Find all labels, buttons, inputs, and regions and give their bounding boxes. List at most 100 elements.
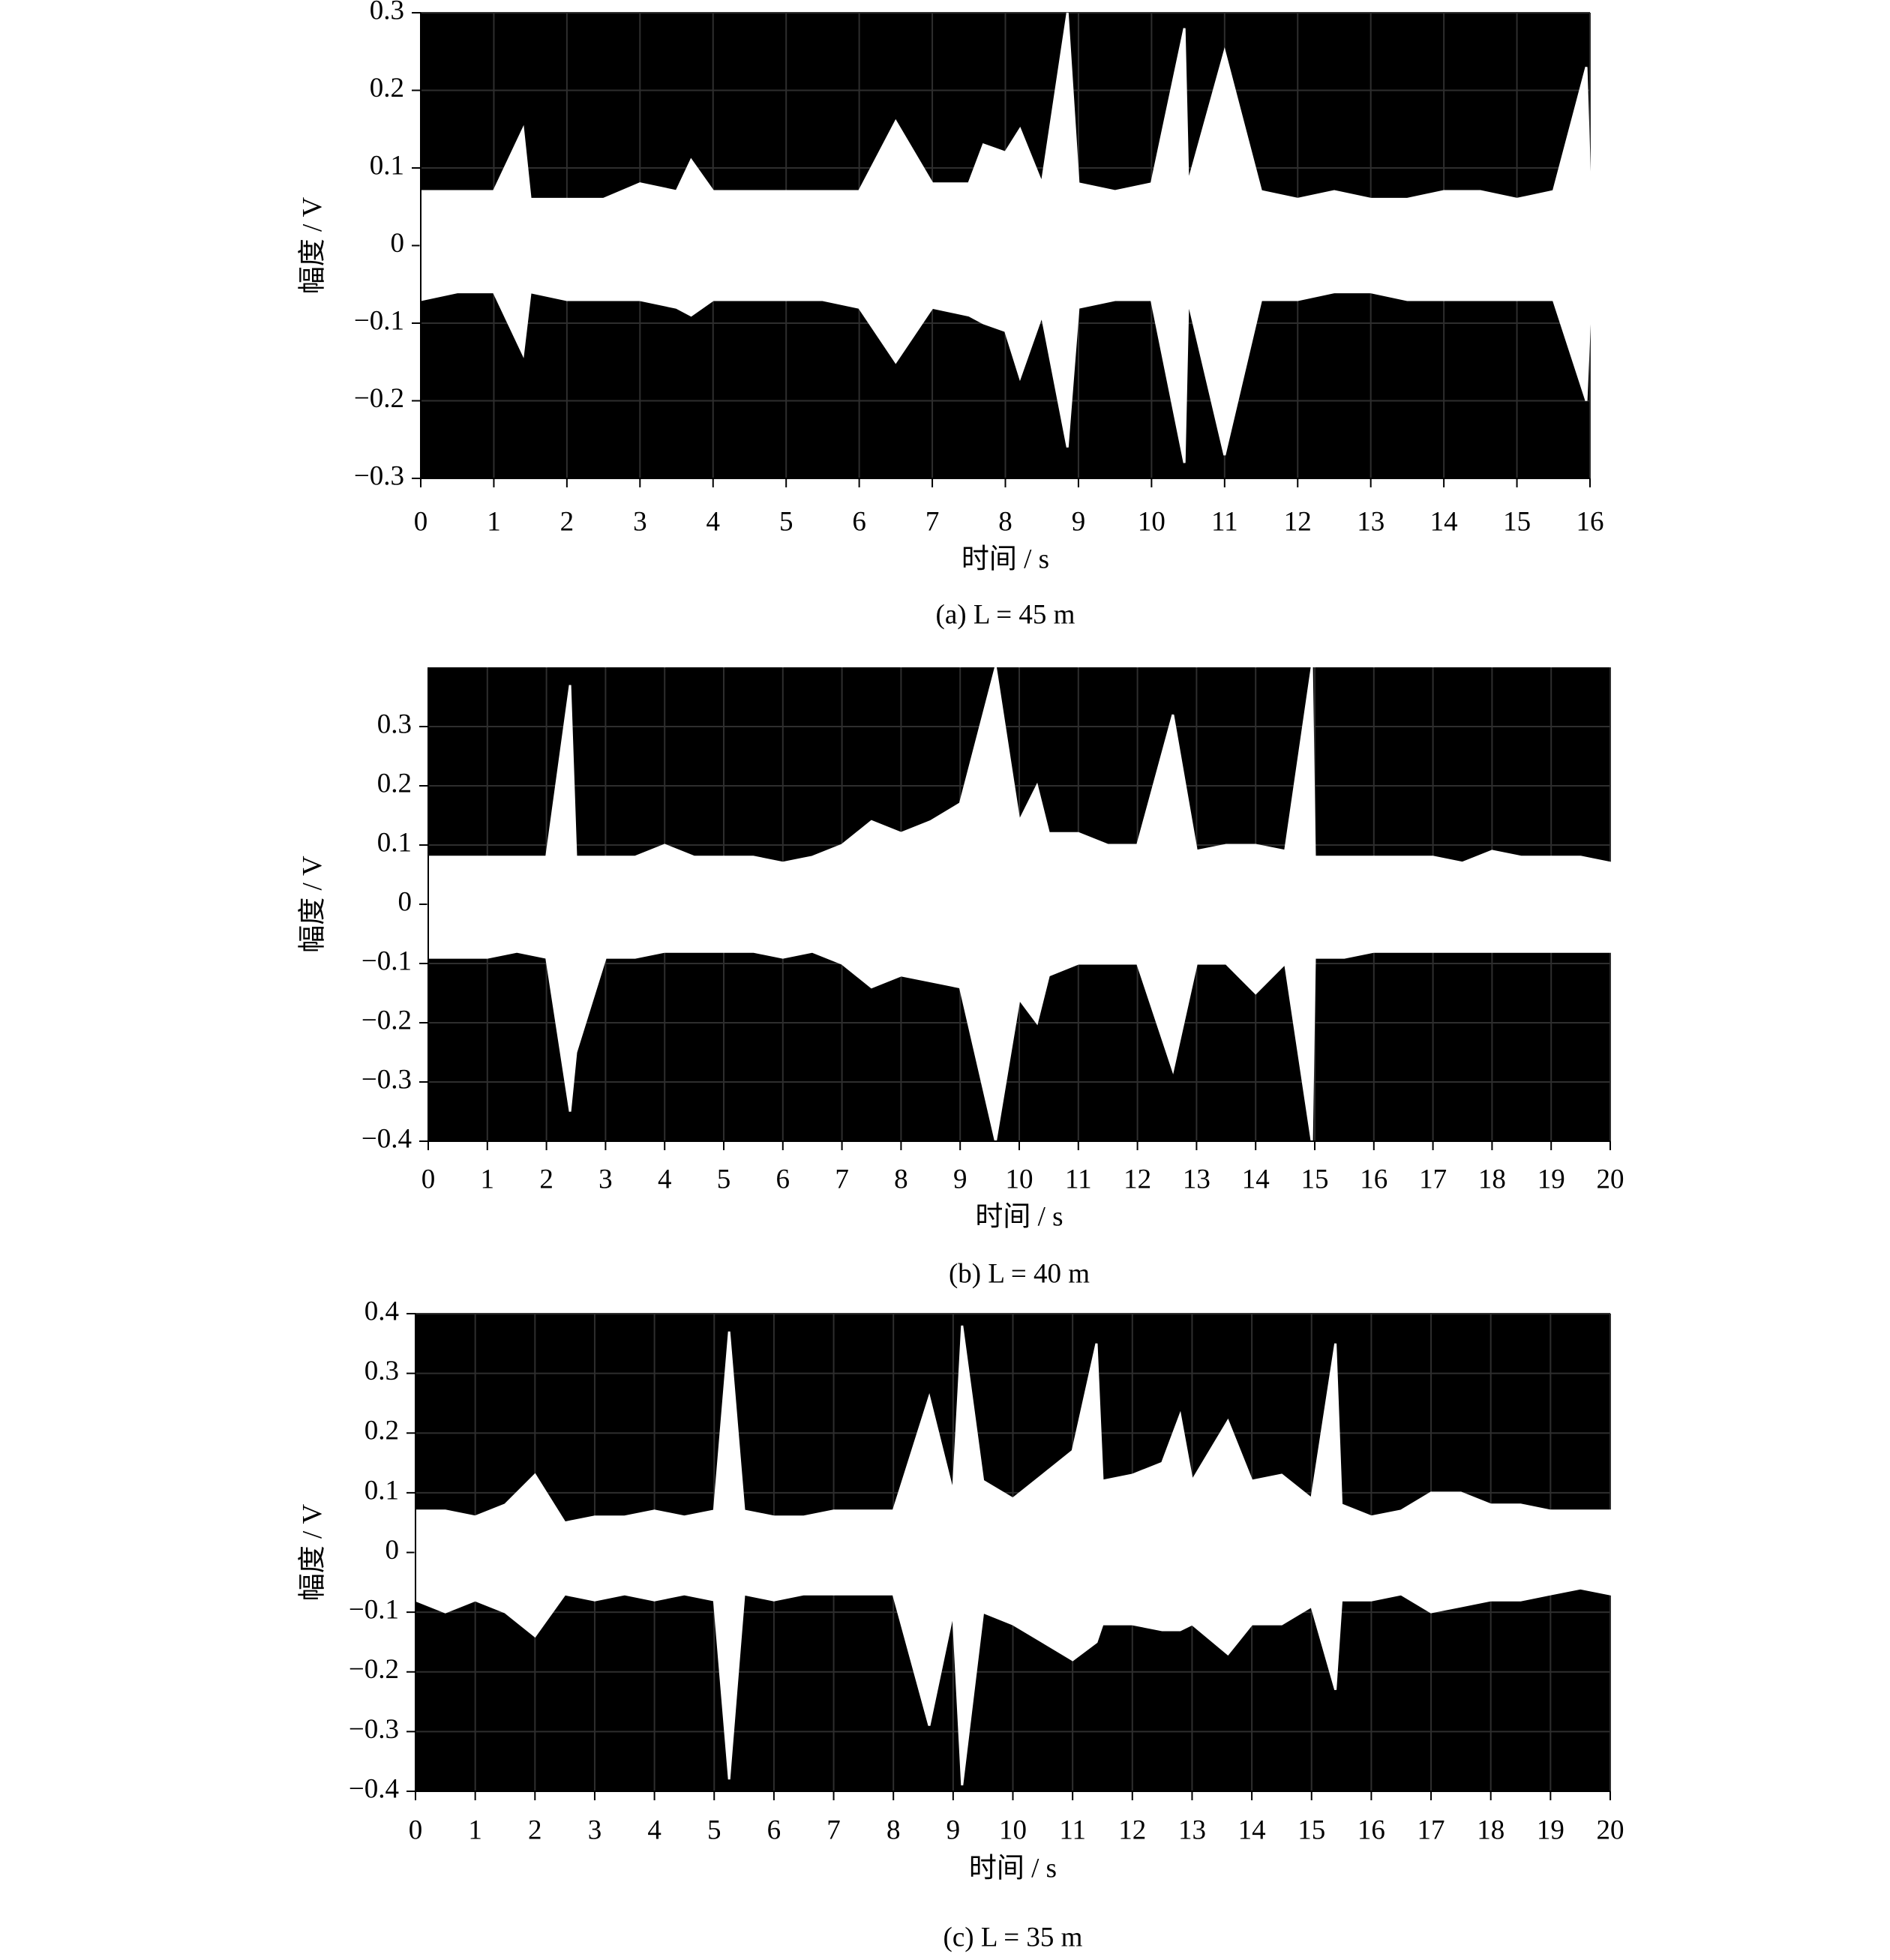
x-tick-label: 13 (1357, 506, 1384, 537)
x-tick-label: 6 (852, 506, 866, 537)
y-tick-label: 0.2 (364, 1416, 399, 1446)
x-tick-label: 19 (1537, 1815, 1564, 1845)
x-tick-label: 15 (1298, 1815, 1325, 1845)
y-tick-label: 0.4 (364, 1296, 399, 1326)
y-tick-label: 0.3 (370, 0, 404, 25)
x-tick-label: 2 (539, 1164, 554, 1194)
y-axis-label: 幅度 / V (296, 196, 328, 294)
x-tick-label: 18 (1478, 1164, 1506, 1194)
x-tick-label: 7 (835, 1164, 849, 1194)
x-tick-label: 5 (779, 506, 794, 537)
signal-area (419, 12, 1592, 247)
x-tick-label: 14 (1238, 1815, 1266, 1845)
x-tick-label: 2 (560, 506, 574, 537)
x-tick-label: 8 (886, 1815, 901, 1845)
x-tick-label: 6 (776, 1164, 790, 1194)
y-tick-label: 0.2 (370, 73, 404, 103)
y-tick-label: −0.2 (354, 383, 404, 414)
x-tick-label: 13 (1183, 1164, 1210, 1194)
x-tick-label: 9 (953, 1164, 968, 1194)
x-tick-label: 19 (1538, 1164, 1565, 1194)
signal-area (419, 244, 1592, 463)
x-axis-label: 时间 / s (969, 1853, 1057, 1884)
x-tick-label: 15 (1503, 506, 1531, 537)
x-tick-label: 13 (1178, 1815, 1206, 1845)
signal-area (427, 903, 1612, 1142)
caption: (b) L = 40 m (949, 1258, 1090, 1289)
y-tick-label: 0.3 (364, 1356, 399, 1386)
x-tick-label: 10 (1006, 1164, 1034, 1194)
x-tick-label: 3 (598, 1164, 613, 1194)
x-tick-label: 5 (717, 1164, 731, 1194)
y-tick-label: 0.1 (377, 827, 412, 858)
x-tick-label: 7 (926, 506, 940, 537)
x-tick-label: 12 (1124, 1164, 1151, 1194)
x-tick-label: 4 (647, 1815, 662, 1845)
x-tick-label: 20 (1597, 1164, 1624, 1194)
x-tick-label: 0 (409, 1815, 423, 1845)
y-tick-label: 0 (398, 886, 412, 917)
x-tick-label: 9 (946, 1815, 961, 1845)
x-tick-label: 9 (1072, 506, 1086, 537)
chart-panel: 0 1 2 3 4 5 6 7 8 9 10 11 12 13 14 15 16 17 18 19 20−0.4−0.3… (296, 1296, 1624, 1953)
x-tick-label: 17 (1419, 1164, 1447, 1194)
x-tick-label: 15 (1301, 1164, 1329, 1194)
y-tick-label: −0.2 (362, 1005, 412, 1035)
x-tick-label: 11 (1211, 506, 1238, 537)
x-tick-label: 0 (422, 1164, 436, 1194)
y-tick-label: 0.1 (364, 1475, 399, 1506)
x-tick-label: 8 (998, 506, 1012, 537)
chart-panel: 0 1 2 3 4 5 6 7 8 9 10 11 12 13 14 15 16 17 18 19 20−0.4−0.3… (296, 667, 1624, 1289)
y-tick-label: −0.3 (349, 1714, 399, 1745)
x-tick-label: 11 (1059, 1815, 1086, 1845)
x-tick-label: 16 (1358, 1815, 1385, 1845)
x-tick-label: 2 (528, 1815, 542, 1845)
y-tick-label: −0.1 (362, 946, 412, 976)
signal-area (414, 1551, 1612, 1786)
x-tick-label: 14 (1242, 1164, 1270, 1194)
y-tick-label: −0.3 (354, 460, 404, 491)
chart-panel: 0 1 2 3 4 5 6 7 8 9 10 11 12 13 14 15 16−0.3−0.2−0.100.1… (296, 0, 1604, 630)
x-tick-label: 10 (999, 1815, 1027, 1845)
x-tick-label: 16 (1360, 1164, 1388, 1194)
y-tick-label: 0.1 (370, 150, 404, 181)
signal-area (414, 1325, 1612, 1554)
x-tick-label: 5 (707, 1815, 722, 1845)
caption: (a) L = 45 m (936, 599, 1076, 630)
x-tick-label: 4 (658, 1164, 672, 1194)
x-axis-label: 时间 / s (962, 544, 1049, 574)
y-tick-label: −0.4 (349, 1773, 399, 1804)
x-tick-label: 6 (767, 1815, 782, 1845)
x-tick-label: 20 (1597, 1815, 1624, 1845)
x-tick-label: 18 (1477, 1815, 1504, 1845)
x-tick-label: 8 (894, 1164, 908, 1194)
y-tick-label: 0 (386, 1535, 400, 1566)
x-tick-label: 0 (414, 506, 428, 537)
x-tick-label: 10 (1138, 506, 1166, 537)
y-axis-label: 幅度 / V (296, 856, 328, 953)
y-tick-label: −0.1 (349, 1595, 399, 1626)
x-tick-label: 1 (487, 506, 501, 537)
x-tick-label: 11 (1065, 1164, 1092, 1194)
x-tick-label: 12 (1118, 1815, 1146, 1845)
x-tick-label: 17 (1418, 1815, 1445, 1845)
x-tick-label: 7 (826, 1815, 841, 1845)
x-tick-label: 3 (588, 1815, 602, 1845)
x-tick-label: 4 (706, 506, 721, 537)
x-tick-label: 12 (1284, 506, 1312, 537)
y-tick-label: 0.3 (377, 709, 412, 739)
x-tick-label: 1 (468, 1815, 482, 1845)
caption: (c) L = 35 m (944, 1922, 1083, 1953)
y-tick-label: −0.3 (362, 1064, 412, 1095)
y-tick-label: 0.2 (377, 768, 412, 799)
y-tick-label: −0.4 (362, 1123, 412, 1154)
y-tick-label: 0 (391, 228, 405, 259)
y-tick-label: −0.1 (354, 305, 404, 336)
x-tick-label: 14 (1430, 506, 1458, 537)
x-tick-label: 1 (481, 1164, 495, 1194)
x-tick-label: 3 (633, 506, 647, 537)
y-tick-label: −0.2 (349, 1654, 399, 1685)
x-axis-label: 时间 / s (975, 1201, 1063, 1232)
